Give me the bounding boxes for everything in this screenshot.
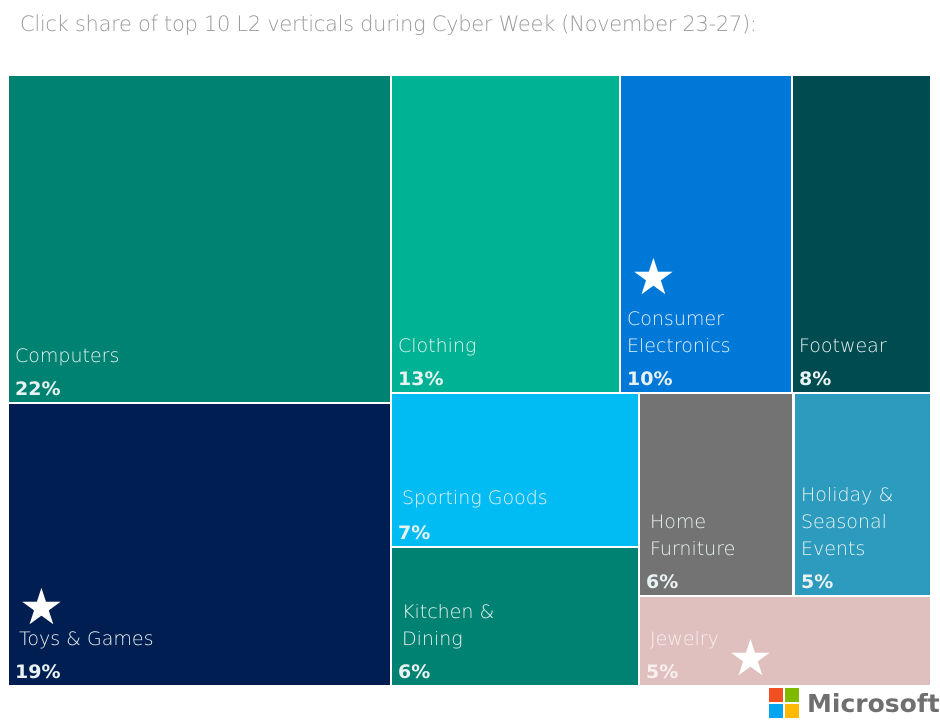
treemap-tile: Sporting Goods 7% [392,394,638,546]
tile-label: Consumer Electronics [627,308,731,357]
tile-label: Jewelry [650,628,719,650]
tile-value: 22% [15,378,61,400]
tile-label: Toys & Games [19,628,154,650]
tile-value: 10% [627,368,673,390]
tile-value: 6% [646,571,679,593]
star-icon: ★ [728,629,773,687]
treemap-tile: Jewelry 5% ★ [640,597,930,685]
treemap-tile: Clothing 13% [392,76,619,392]
treemap-tile: Consumer Electronics 10% ★ [621,76,791,392]
tile-value: 8% [799,368,832,390]
tile-label: Sporting Goods [402,487,548,509]
tile-value: 19% [15,661,61,683]
star-icon: ★ [631,248,676,306]
chart-title: Click share of top 10 L2 verticals durin… [20,12,757,36]
microsoft-logo-icon [769,688,799,718]
tile-label: Clothing [398,335,477,357]
tile-value: 6% [398,661,431,683]
tile-value: 5% [801,571,834,593]
tile-label: Computers [15,345,120,367]
treemap-tile: Toys & Games 19% ★ [9,404,390,685]
treemap-tile: Kitchen & Dining 6% [392,548,638,685]
microsoft-logo: Microsoft [769,688,940,718]
tile-value: 5% [646,661,679,683]
tile-label: Footwear [799,335,887,357]
tile-label: Holiday & Seasonal Events [801,484,894,560]
tile-value: 7% [398,522,431,544]
logo-text: Microsoft [807,688,940,718]
star-icon: ★ [19,578,64,636]
tile-label: Kitchen & Dining [402,601,495,650]
treemap-tile: Computers 22% [9,76,390,402]
tile-value: 13% [398,368,444,390]
treemap-tile: Holiday & Seasonal Events 5% [795,394,930,595]
treemap-tile: Footwear 8% [793,76,930,392]
treemap-tile: Home Furniture 6% [640,394,792,595]
tile-label: Home Furniture [650,511,736,560]
